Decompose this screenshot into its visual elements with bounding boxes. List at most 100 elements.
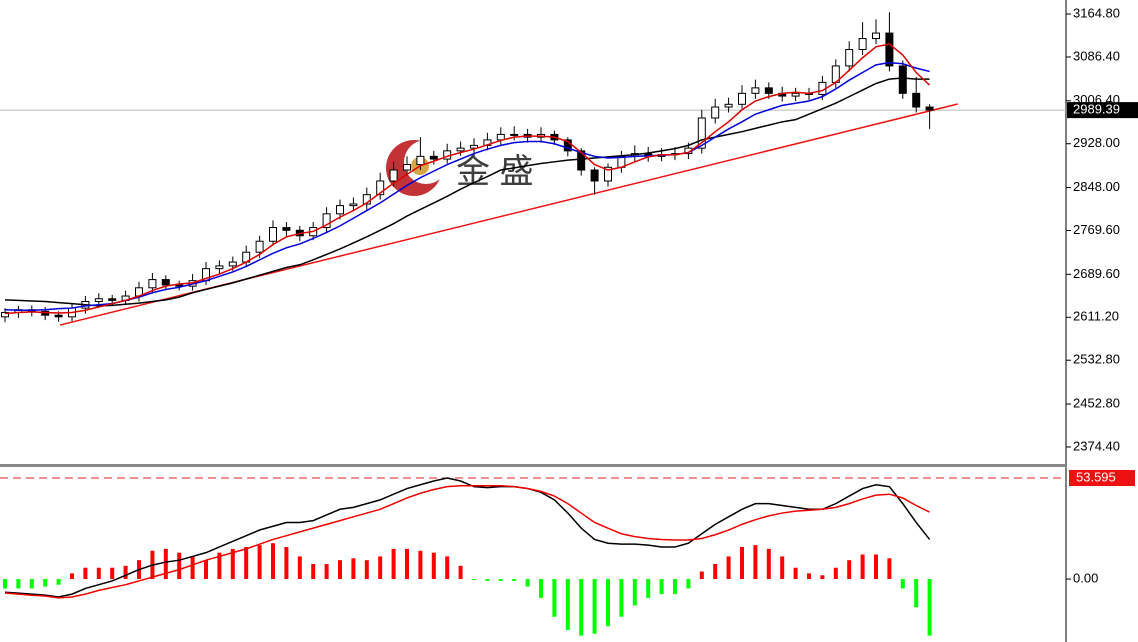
histogram-bar — [177, 552, 182, 580]
histogram-bar — [686, 579, 691, 589]
moving-average — [4, 77, 930, 307]
y-tick-label: 0.00 — [1073, 570, 1098, 585]
histogram-bar — [43, 579, 48, 587]
y-tick-label: 2848.00 — [1073, 179, 1120, 194]
histogram-bar — [110, 567, 115, 580]
candle-body — [1, 311, 9, 318]
histogram-bar — [659, 579, 664, 595]
histogram-bar — [324, 563, 329, 580]
y-tick-label: 2532.80 — [1073, 352, 1120, 367]
watermark: 金 盛 — [386, 140, 533, 196]
candle-body — [336, 205, 344, 215]
candle-body — [228, 261, 237, 267]
candle-body — [376, 180, 385, 196]
histogram-bar — [646, 579, 651, 598]
macd-line — [4, 477, 931, 598]
histogram-bar — [405, 548, 409, 580]
y-tick-label: 2689.60 — [1073, 266, 1120, 281]
candle-body — [697, 117, 706, 149]
histogram-bar — [780, 556, 785, 580]
histogram-bar — [485, 579, 490, 581]
histogram-bar — [244, 546, 249, 580]
histogram-bar — [391, 548, 396, 580]
histogram-bar — [713, 563, 718, 580]
candle-body — [724, 103, 733, 108]
candle-body — [791, 92, 800, 97]
candle-body — [590, 169, 599, 182]
histogram-bar — [740, 546, 744, 580]
candle-body — [872, 32, 880, 40]
candle-body — [322, 213, 331, 229]
histogram-bar — [539, 579, 543, 598]
candle-body — [54, 314, 63, 318]
y-tick-label: 3086.40 — [1073, 48, 1120, 63]
histogram-bar — [271, 543, 275, 580]
histogram-bar — [673, 579, 677, 595]
candle-body — [470, 144, 478, 149]
candle-body — [148, 279, 157, 289]
y-tick-label: 2928.00 — [1073, 135, 1120, 150]
histogram-bar — [190, 556, 195, 580]
candle-body — [925, 106, 934, 111]
histogram-bar — [793, 567, 798, 580]
candle-body — [858, 38, 867, 51]
histogram-bar — [512, 579, 517, 581]
histogram-bar — [257, 545, 262, 580]
y-tick-label: 2769.60 — [1073, 222, 1120, 237]
candle-body — [429, 155, 438, 160]
candle-body — [711, 106, 720, 119]
histogram-bar — [204, 560, 208, 580]
histogram-bar — [833, 567, 838, 580]
histogram-bar — [552, 579, 557, 617]
histogram-bar — [418, 550, 423, 580]
candle-body — [161, 279, 170, 286]
histogram-bar — [338, 560, 342, 580]
level-box — [1069, 470, 1135, 487]
candle-body — [912, 92, 921, 108]
histogram-bar — [378, 556, 383, 580]
histogram-bar — [96, 567, 101, 580]
candle-body — [456, 147, 465, 152]
macd-line — [4, 484, 930, 599]
candle-body — [738, 92, 746, 105]
histogram-bar — [364, 560, 369, 580]
histogram-bar — [525, 579, 530, 587]
histogram-bar — [351, 558, 356, 580]
histogram-bar — [311, 563, 316, 580]
histogram-bar — [606, 579, 610, 627]
histogram-bar — [472, 579, 476, 581]
histogram-bar — [699, 571, 704, 580]
candle-body — [577, 150, 586, 171]
histogram-bar — [847, 560, 852, 580]
candle-body — [416, 155, 425, 166]
histogram-bar — [914, 579, 919, 608]
histogram-bar — [726, 556, 731, 580]
last-price-box — [1067, 102, 1138, 119]
histogram-bar — [16, 579, 21, 589]
candle-body — [751, 87, 760, 94]
candle-body — [175, 284, 184, 287]
moving-average — [4, 43, 931, 315]
candle-body — [389, 169, 398, 182]
candle-body — [269, 227, 277, 242]
y-tick-label: 2611.20 — [1073, 309, 1119, 324]
histogram-bar — [445, 556, 450, 580]
histogram-bar — [887, 558, 892, 580]
histogram-bar — [766, 548, 771, 580]
histogram-bar — [900, 579, 905, 589]
candle-body — [845, 49, 854, 67]
histogram-bar — [874, 554, 878, 580]
histogram-bar — [579, 579, 584, 636]
histogram-bar — [217, 552, 222, 580]
histogram-bar — [3, 579, 7, 589]
histogram-bar — [284, 546, 289, 580]
histogram-bar — [807, 573, 811, 580]
histogram-bar — [83, 567, 88, 580]
level-label: 53.595 — [1076, 469, 1116, 484]
candle-body — [94, 298, 103, 302]
histogram-bar — [56, 579, 61, 585]
candle-body — [362, 194, 371, 205]
